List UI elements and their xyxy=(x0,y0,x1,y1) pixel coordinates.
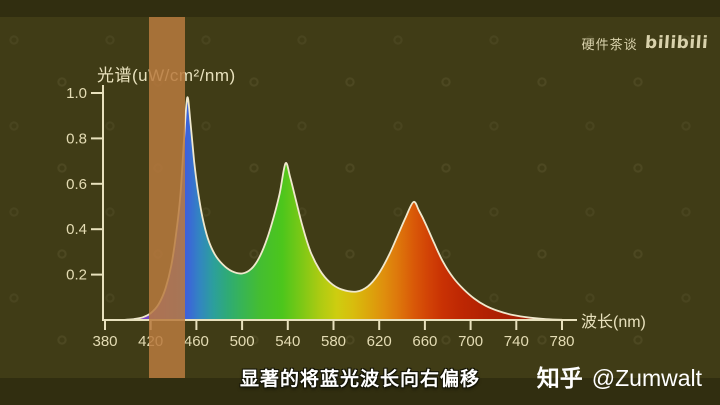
y-tick-label: 0.2 xyxy=(66,267,87,284)
letterbox-top xyxy=(0,0,720,17)
y-axis-title: 光谱(uW/cm²/nm) xyxy=(97,66,236,85)
y-tick-label: 0.4 xyxy=(66,221,87,238)
x-tick-label: 460 xyxy=(184,333,209,350)
video-subtitle: 显著的将蓝光波长向右偏移 xyxy=(239,369,480,390)
x-axis-title: 波长(nm) xyxy=(581,314,646,331)
x-tick-label: 700 xyxy=(458,333,483,350)
x-tick-label: 540 xyxy=(275,333,300,350)
channel-name: 硬件茶谈 xyxy=(581,36,638,52)
x-tick-label: 780 xyxy=(549,333,574,350)
zhihu-logo-text: 知乎 xyxy=(536,365,583,391)
zhihu-credit: 知乎 @Zumwalt xyxy=(537,359,702,393)
bilibili-logo: bilibili xyxy=(643,33,709,53)
y-tick-label: 1.0 xyxy=(66,85,87,102)
channel-watermark: 硬件茶谈 bilibili xyxy=(581,33,709,53)
x-tick-label: 420 xyxy=(138,333,163,350)
x-tick-label: 580 xyxy=(321,333,346,350)
x-tick-label: 500 xyxy=(230,333,255,350)
y-tick-label: 0.6 xyxy=(66,176,87,193)
tick-labels: 0.2 0.4 0.6 0.8 1.0 380 420 460 500 540 580 620 660 7… xyxy=(66,85,574,350)
letterbox-bottom xyxy=(0,378,720,405)
x-tick-label: 660 xyxy=(412,333,437,350)
x-tick-label: 620 xyxy=(367,333,392,350)
spectrum-curve xyxy=(121,96,563,321)
y-tick-label: 0.8 xyxy=(66,130,87,147)
x-tick-label: 740 xyxy=(504,333,529,350)
x-tick-label: 380 xyxy=(92,333,117,350)
credit-handle: @Zumwalt xyxy=(591,365,702,391)
